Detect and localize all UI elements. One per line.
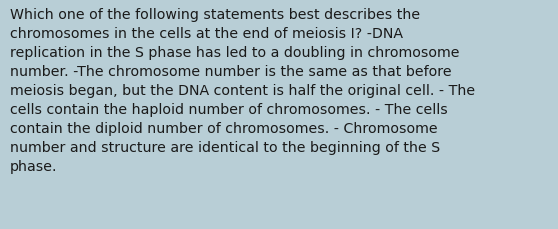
Text: Which one of the following statements best describes the
chromosomes in the cell: Which one of the following statements be…: [10, 8, 475, 173]
